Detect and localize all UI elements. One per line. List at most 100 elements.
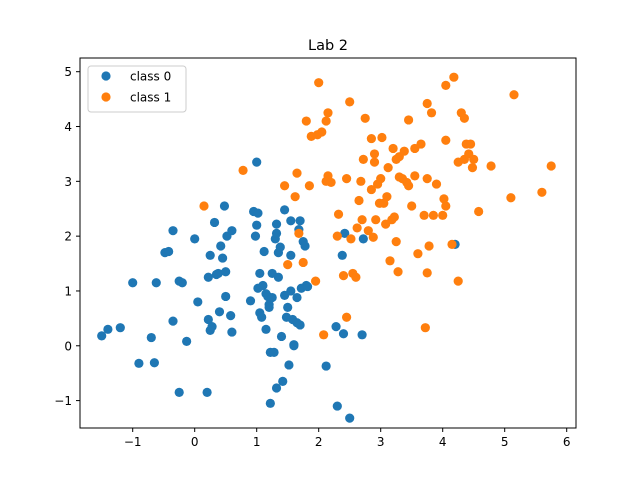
data-point <box>342 312 352 322</box>
y-tick-label: 4 <box>64 120 72 134</box>
data-point <box>326 177 336 188</box>
series-1 <box>199 72 556 340</box>
x-tick-label: 1 <box>253 435 261 449</box>
data-point <box>383 163 393 173</box>
data-point <box>357 330 367 340</box>
data-point <box>292 292 302 303</box>
legend-box <box>87 65 187 113</box>
data-point <box>428 210 438 220</box>
data-point <box>338 271 349 281</box>
y-tick-label: 3 <box>64 175 72 189</box>
data-point <box>509 90 519 100</box>
data-point <box>376 173 386 184</box>
data-point <box>273 272 283 282</box>
data-point <box>265 398 275 408</box>
data-point <box>467 163 478 173</box>
data-point <box>286 250 296 260</box>
data-point <box>360 113 370 123</box>
data-point <box>218 253 228 263</box>
data-point <box>227 327 237 337</box>
x-tick-label: 5 <box>501 435 509 449</box>
y-tick-label: 5 <box>64 65 72 79</box>
data-point <box>416 139 426 149</box>
data-point <box>203 314 213 325</box>
data-point <box>174 387 184 397</box>
data-point <box>214 307 225 317</box>
data-point <box>449 72 459 82</box>
data-point <box>205 250 215 260</box>
data-point <box>385 256 395 266</box>
x-tick-label: 3 <box>377 435 385 449</box>
data-point <box>366 133 376 144</box>
data-point <box>345 97 355 107</box>
data-point <box>294 228 304 239</box>
data-point <box>346 234 356 244</box>
data-point <box>424 241 434 251</box>
data-point <box>439 194 449 204</box>
data-point <box>342 173 352 184</box>
data-point <box>226 311 236 321</box>
data-point <box>354 195 364 206</box>
data-point <box>151 278 161 288</box>
data-point <box>97 331 107 341</box>
data-point <box>377 132 387 143</box>
data-point <box>207 321 217 332</box>
data-point <box>422 268 432 278</box>
data-point <box>413 249 423 259</box>
data-point <box>369 149 380 159</box>
data-point <box>290 192 300 202</box>
data-point <box>363 226 373 236</box>
data-point <box>338 329 349 339</box>
data-point <box>250 231 261 241</box>
data-point <box>447 239 457 249</box>
data-point <box>202 387 212 397</box>
data-point <box>257 312 267 322</box>
data-point <box>128 278 138 288</box>
x-tick-label: 0 <box>191 435 199 449</box>
data-point <box>182 336 192 346</box>
data-point <box>199 201 209 211</box>
data-point <box>332 231 342 241</box>
data-point <box>352 223 362 233</box>
data-point <box>486 161 496 171</box>
legend: class 0 class 1 <box>87 65 187 113</box>
y-tick-label: 1 <box>64 284 72 298</box>
data-point <box>506 193 516 203</box>
data-point <box>351 272 361 282</box>
data-point <box>393 267 403 277</box>
data-point <box>466 139 476 149</box>
data-point <box>221 291 231 302</box>
x-axis: −1 0 1 2 3 4 5 6 <box>124 428 571 449</box>
data-point <box>286 216 296 226</box>
plot-area <box>97 72 556 423</box>
data-point <box>252 157 262 167</box>
x-tick-label: 4 <box>439 435 447 449</box>
data-point <box>358 234 368 244</box>
data-point <box>333 209 344 219</box>
data-point <box>317 127 327 137</box>
data-point <box>537 187 547 197</box>
data-point <box>459 113 469 123</box>
data-point <box>168 226 178 236</box>
data-point <box>253 208 263 218</box>
data-point <box>469 154 479 165</box>
data-point <box>332 401 342 411</box>
data-point <box>302 281 313 292</box>
data-point <box>190 234 200 244</box>
data-point <box>321 361 331 371</box>
data-point <box>319 330 329 340</box>
data-point <box>193 297 203 307</box>
data-point <box>422 173 432 184</box>
data-point <box>422 98 432 109</box>
data-point <box>264 302 274 313</box>
data-point <box>441 80 451 91</box>
data-point <box>331 321 341 332</box>
data-point <box>252 220 262 230</box>
data-point <box>271 219 282 229</box>
data-point <box>289 341 299 351</box>
data-point <box>323 108 333 118</box>
data-point <box>371 215 381 225</box>
data-point <box>219 201 230 211</box>
data-point <box>420 323 430 333</box>
